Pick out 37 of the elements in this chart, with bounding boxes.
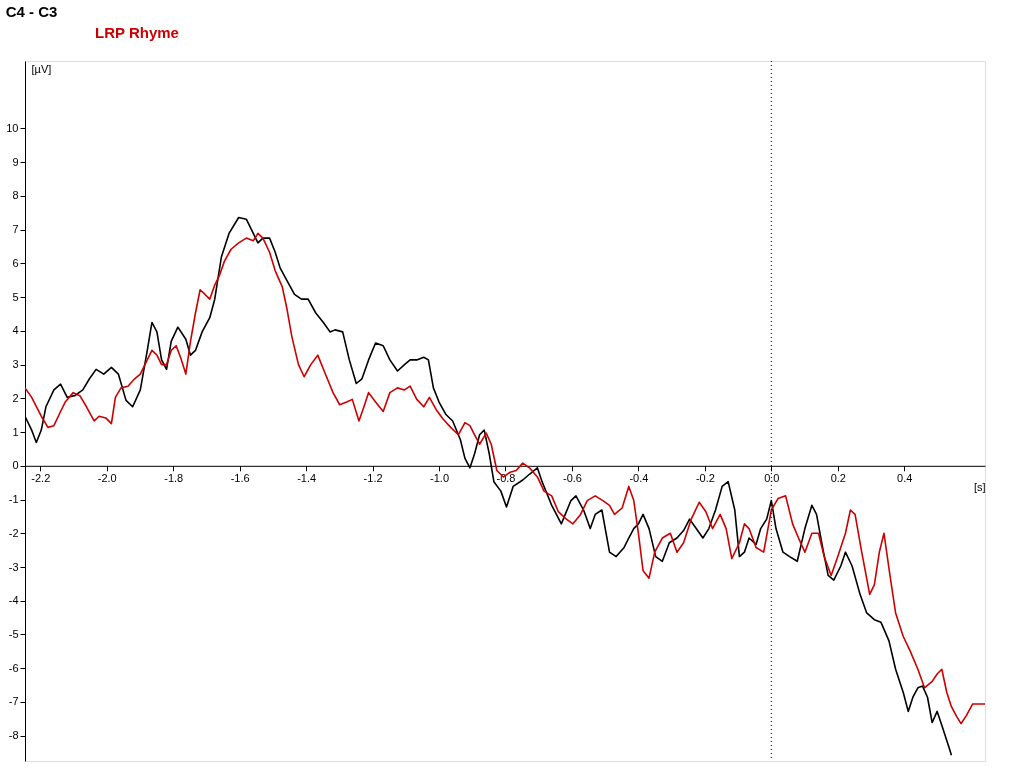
x-tick-label: 0.4 bbox=[897, 472, 913, 485]
y-tick-label: 4 bbox=[12, 324, 19, 337]
x-tick-label: -2.2 bbox=[31, 472, 51, 485]
x-tick-label: -0.2 bbox=[695, 472, 715, 485]
x-tick-label: 0.0 bbox=[764, 472, 780, 485]
y-tick-label: -3 bbox=[8, 560, 19, 573]
y-tick-label: 3 bbox=[12, 358, 19, 371]
y-tick-label: -8 bbox=[8, 729, 19, 742]
x-tick-label: 0.2 bbox=[830, 472, 846, 485]
x-tick-label: -0.6 bbox=[562, 472, 582, 485]
y-tick-label: -2 bbox=[8, 526, 19, 539]
y-axis-title: [µV] bbox=[31, 62, 52, 75]
x-tick-label: -1.8 bbox=[164, 472, 184, 485]
y-tick-label: -4 bbox=[8, 594, 19, 607]
y-tick-label: -6 bbox=[8, 661, 19, 674]
y-tick-label: -1 bbox=[8, 493, 19, 506]
x-axis-title: [s] bbox=[973, 481, 986, 494]
x-tick-label: -1.0 bbox=[430, 472, 450, 485]
y-tick-label: 5 bbox=[12, 290, 19, 303]
x-tick-label: -1.4 bbox=[297, 472, 317, 485]
y-tick-label: 1 bbox=[12, 425, 19, 438]
y-tick-label: 2 bbox=[12, 391, 19, 404]
x-tick-label: -0.8 bbox=[496, 472, 516, 485]
y-tick-label: -5 bbox=[8, 627, 19, 640]
y-tick-label: 0 bbox=[12, 459, 19, 472]
y-tick-label: 8 bbox=[12, 189, 19, 202]
x-tick-label: -1.2 bbox=[363, 472, 383, 485]
y-tick-label: 9 bbox=[12, 155, 19, 168]
y-tick-label: -7 bbox=[8, 695, 19, 708]
chart-title: C4 - C3 bbox=[5, 3, 58, 20]
y-tick-label: 6 bbox=[12, 256, 19, 269]
x-tick-label: -0.4 bbox=[629, 472, 649, 485]
x-tick-label: -1.6 bbox=[230, 472, 250, 485]
y-tick-label: 10 bbox=[6, 121, 19, 134]
x-tick-label: -2.0 bbox=[97, 472, 117, 485]
text: LRP Rhyme bbox=[95, 24, 179, 41]
y-tick-label: 7 bbox=[12, 223, 19, 236]
